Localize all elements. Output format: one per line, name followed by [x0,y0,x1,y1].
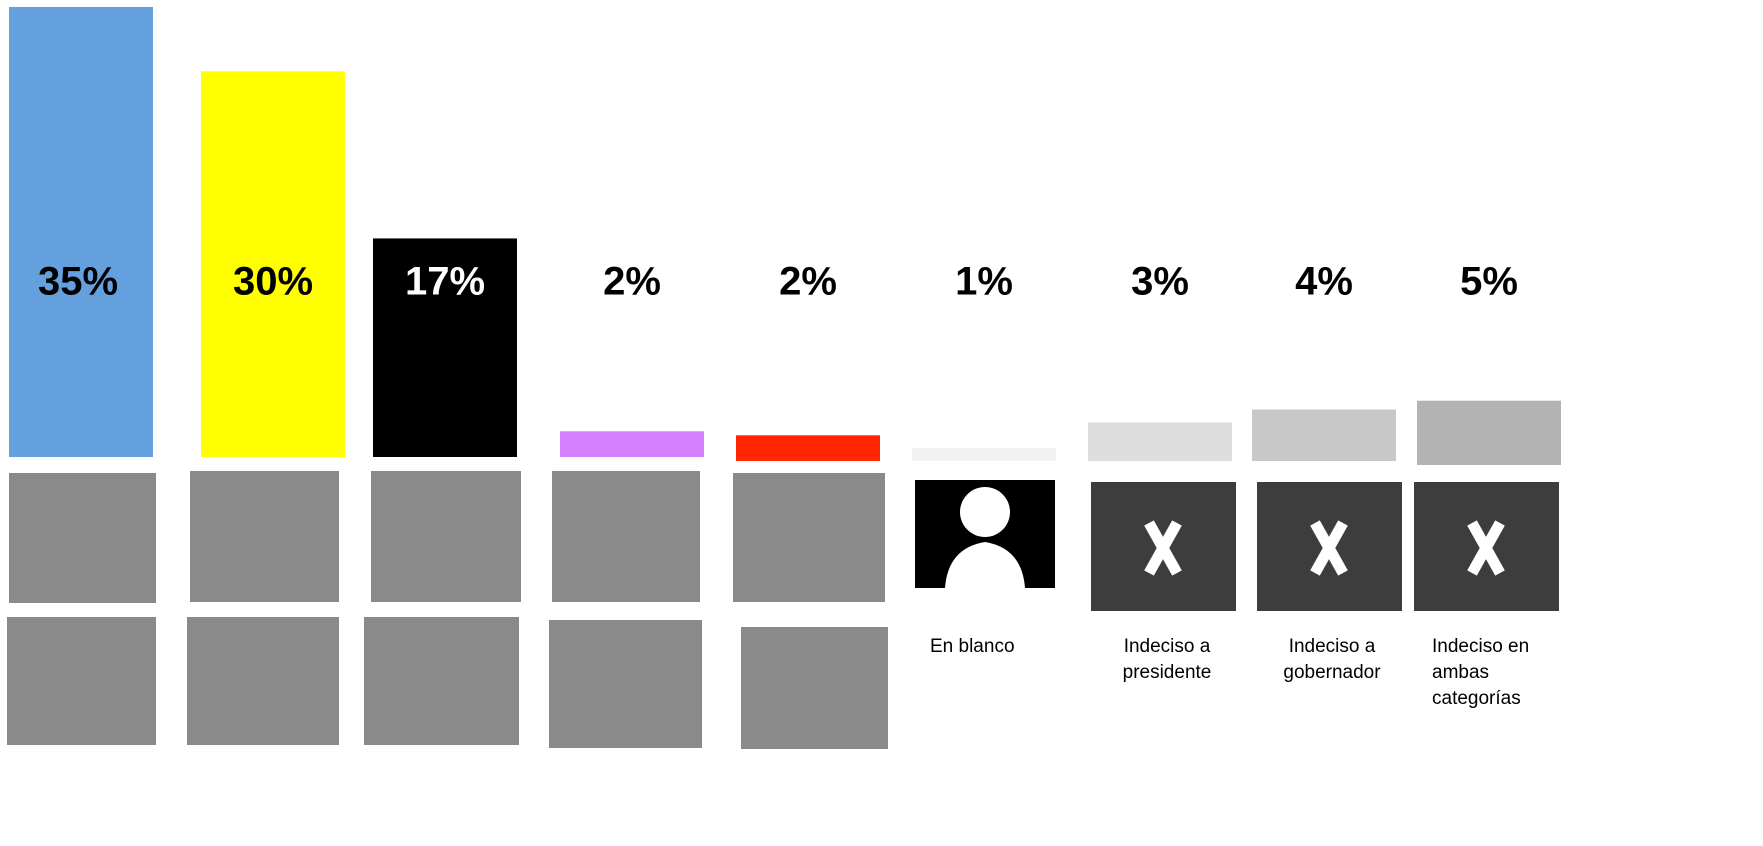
category-label: Indeciso a presidente [1122,636,1212,683]
bar [1417,400,1561,465]
photo [741,627,888,749]
photos [7,471,888,749]
blank-icon [915,480,1055,588]
value-label: 35% [38,260,118,304]
value-label: 1% [955,260,1013,304]
category-label: Indeciso en ambas categorías [1432,636,1530,709]
bar [560,431,704,457]
value-label: 2% [603,260,661,304]
bar [201,71,345,458]
value-label: 4% [1295,260,1353,304]
photo [552,471,700,602]
bar [1088,422,1232,461]
value-label: 17% [405,260,485,304]
category-label: En blanco [930,636,1015,657]
photo [733,473,885,602]
photo [371,471,521,602]
bar [736,435,880,461]
undecided-icons [1091,482,1559,611]
bar [9,7,153,457]
photo [190,471,339,602]
photo [364,617,519,745]
bar [912,448,1056,461]
bar [373,238,517,457]
photo [549,620,702,748]
category-label: Indeciso a gobernador [1283,636,1381,683]
photo [9,473,156,603]
value-label: 3% [1131,260,1189,304]
photo [187,617,339,745]
bar [1252,409,1396,461]
value-label: 2% [779,260,837,304]
value-label: 5% [1460,260,1518,304]
photo [7,617,156,745]
value-label: 30% [233,260,313,304]
